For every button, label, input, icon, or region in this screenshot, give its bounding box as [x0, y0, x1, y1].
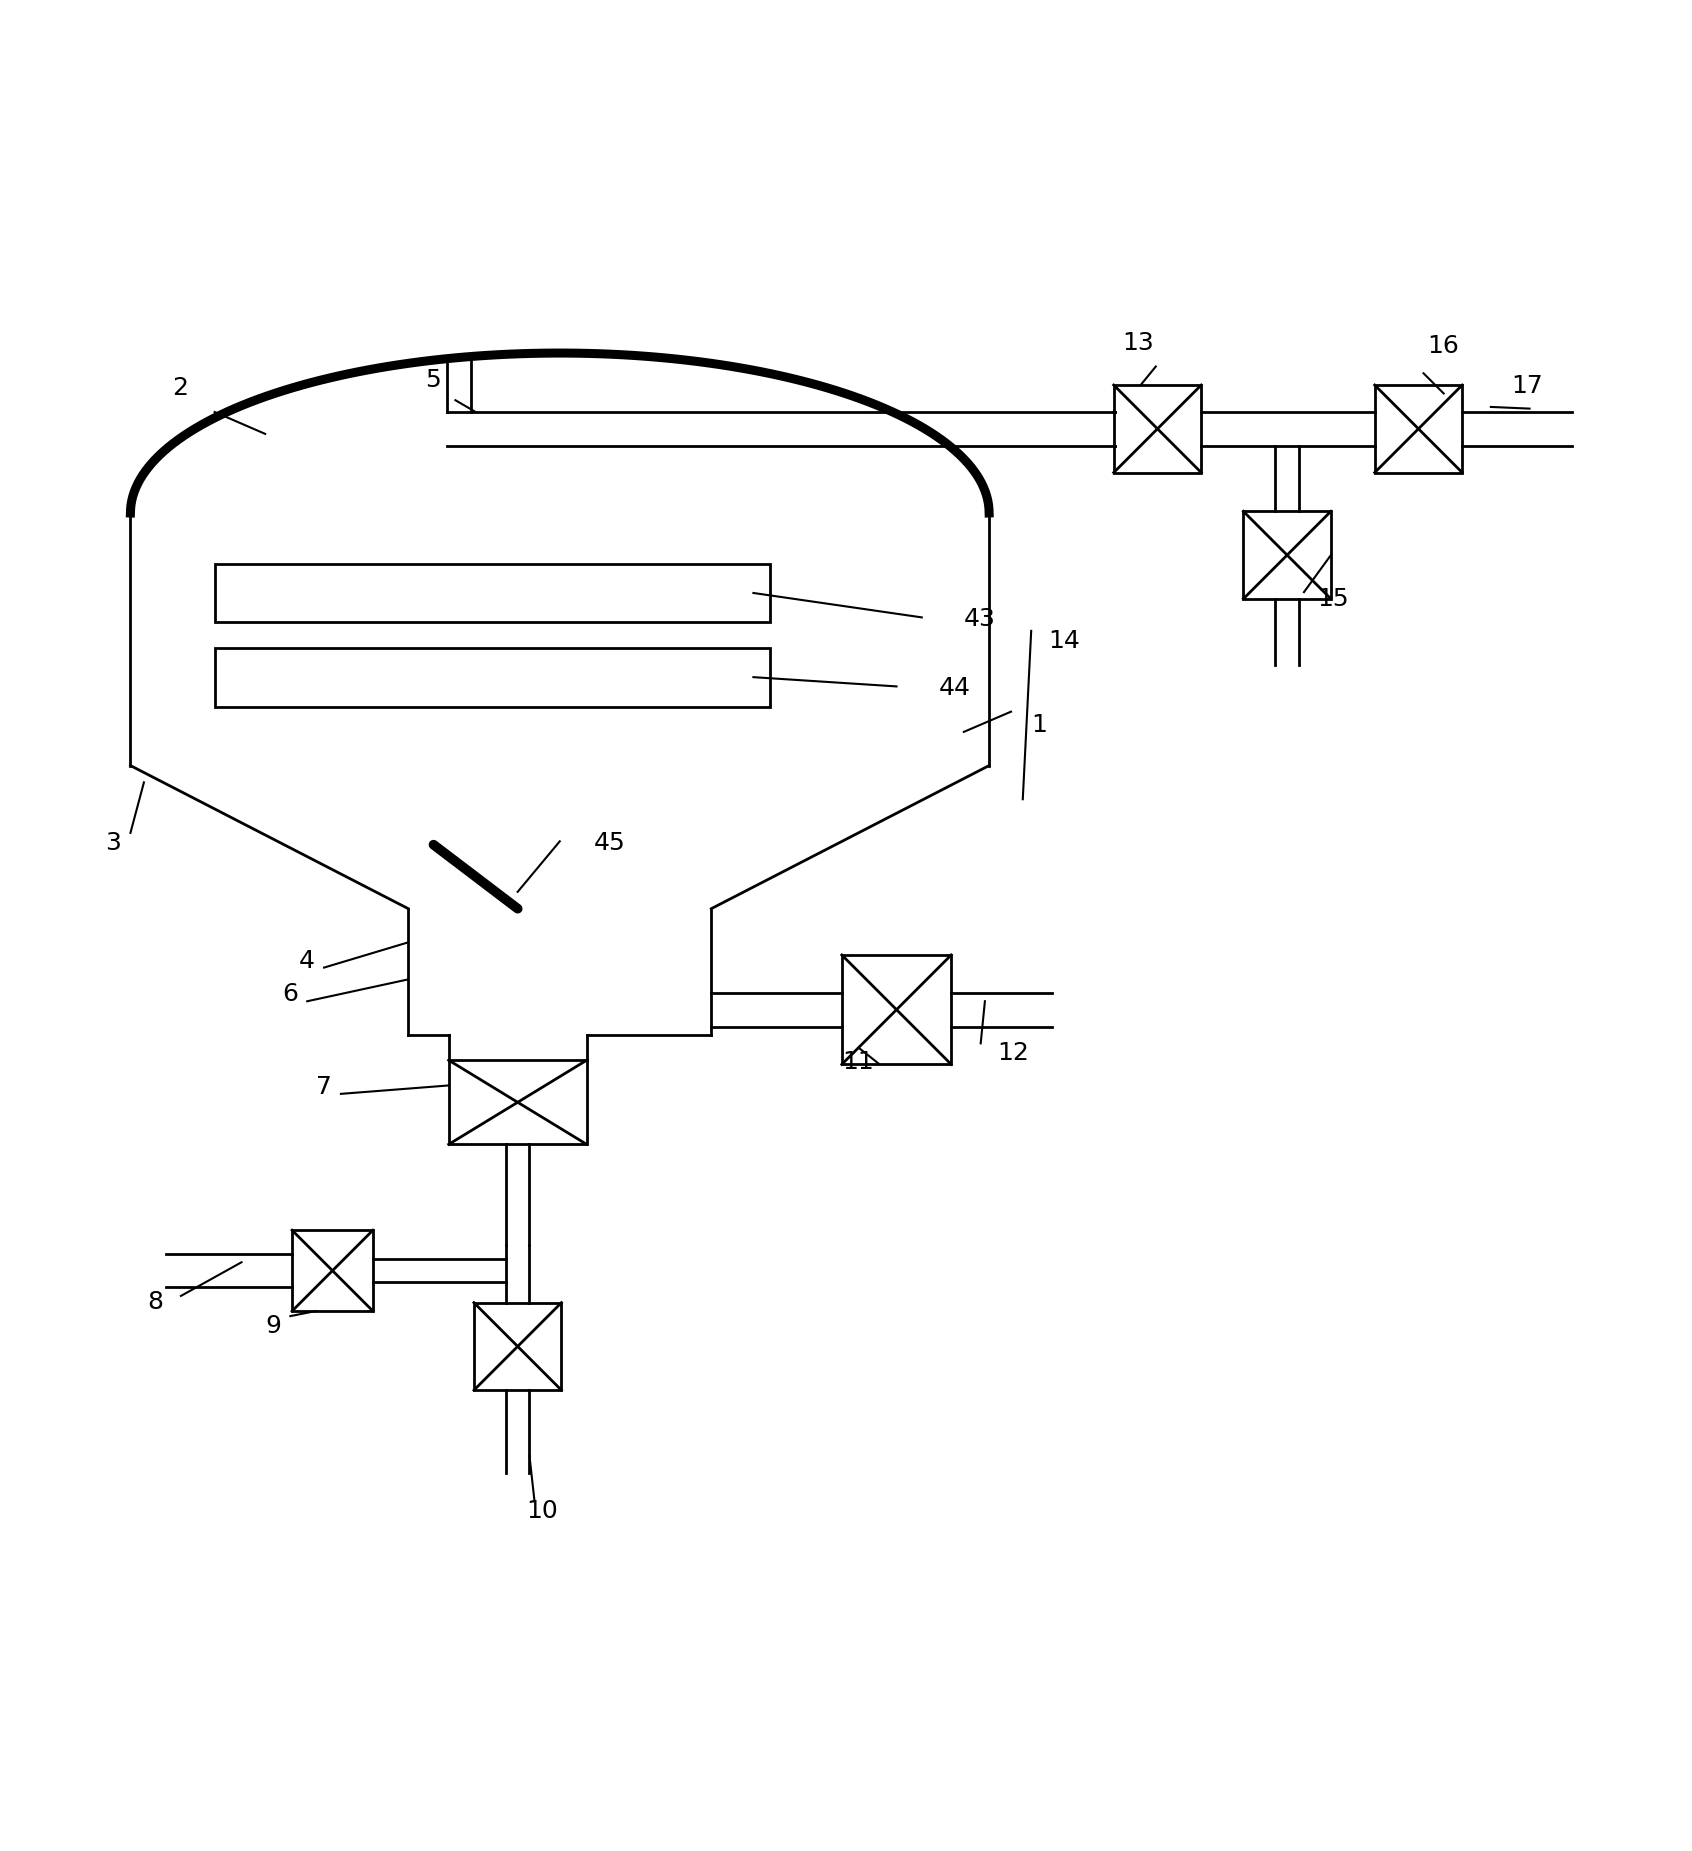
Text: 8: 8 — [147, 1290, 164, 1314]
Bar — [215, 648, 770, 707]
Text: 10: 10 — [526, 1499, 558, 1523]
Text: 17: 17 — [1511, 374, 1543, 398]
Text: 2: 2 — [173, 376, 188, 400]
Text: 12: 12 — [998, 1042, 1029, 1064]
Text: 3: 3 — [105, 831, 122, 855]
Text: 5: 5 — [425, 368, 442, 392]
Text: 43: 43 — [964, 607, 995, 631]
Text: 9: 9 — [266, 1314, 281, 1338]
Text: 13: 13 — [1122, 331, 1154, 355]
Text: 1: 1 — [1030, 713, 1047, 737]
Text: 14: 14 — [1047, 629, 1079, 653]
Text: 15: 15 — [1318, 587, 1349, 611]
Text: 44: 44 — [939, 676, 971, 700]
Text: 16: 16 — [1426, 333, 1459, 357]
Text: 7: 7 — [316, 1075, 332, 1099]
Text: 45: 45 — [594, 831, 626, 855]
Bar — [215, 563, 770, 622]
Text: 4: 4 — [299, 948, 315, 972]
Text: 11: 11 — [843, 1050, 875, 1074]
Text: 6: 6 — [283, 983, 298, 1007]
